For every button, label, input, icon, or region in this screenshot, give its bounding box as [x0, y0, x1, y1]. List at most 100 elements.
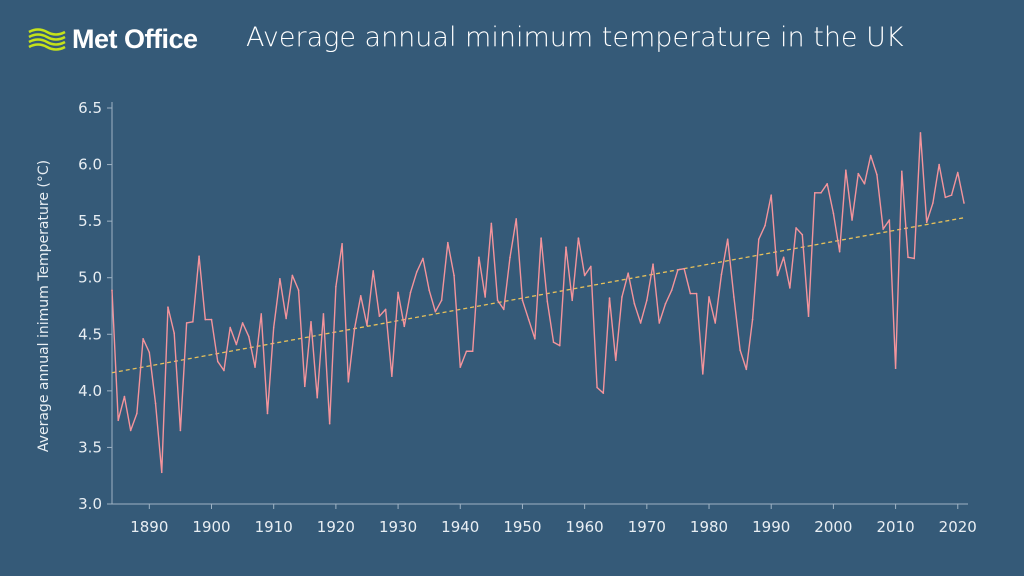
data-point-1896 — [185, 322, 188, 324]
data-point-1996 — [807, 315, 810, 317]
data-point-1920 — [335, 285, 337, 288]
data-point-1927 — [378, 315, 381, 317]
data-point-1992 — [782, 256, 785, 259]
data-point-1934 — [422, 257, 424, 260]
data-point-1886 — [123, 395, 126, 398]
data-point-1937 — [440, 299, 443, 302]
data-point-1988 — [757, 238, 760, 241]
data-point-1969 — [639, 322, 642, 324]
data-point-2005 — [863, 183, 866, 185]
data-point-1958 — [571, 299, 574, 302]
data-point-2021 — [963, 202, 965, 204]
data-point-1956 — [558, 344, 561, 347]
data-point-1994 — [795, 227, 797, 229]
y-tick-label: 5.5 — [78, 212, 102, 230]
data-point-1995 — [801, 233, 804, 236]
data-point-1986 — [745, 368, 748, 371]
series-line — [111, 132, 965, 474]
data-point-1944 — [484, 296, 486, 298]
data-point-1975 — [677, 268, 679, 271]
data-point-1947 — [502, 308, 505, 311]
y-tick-label: 6.0 — [78, 156, 102, 174]
data-point-2010 — [894, 367, 897, 370]
data-point-1913 — [291, 274, 294, 277]
data-point-1893 — [167, 306, 169, 308]
data-point-1949 — [515, 218, 518, 220]
x-tick-label: 1980 — [690, 518, 728, 536]
waves-logo-icon — [28, 27, 66, 51]
data-point-1904 — [235, 343, 238, 346]
x-tick-label: 1920 — [317, 518, 355, 536]
x-tick-label: 1930 — [379, 518, 417, 536]
x-tick-label: 2010 — [876, 518, 914, 536]
data-point-1915 — [303, 385, 306, 388]
data-point-2004 — [857, 172, 860, 175]
data-point-2014 — [919, 132, 922, 134]
data-point-1983 — [726, 238, 729, 241]
data-point-1914 — [297, 289, 300, 291]
data-point-1977 — [689, 292, 692, 295]
data-point-1933 — [415, 271, 418, 273]
x-tick-label: 2020 — [939, 518, 977, 536]
data-point-1908 — [260, 313, 263, 315]
y-tick-label: 5.0 — [78, 269, 102, 287]
data-point-1928 — [384, 308, 387, 311]
data-point-2003 — [851, 219, 853, 221]
data-point-1921 — [341, 242, 343, 245]
data-point-1932 — [409, 291, 412, 294]
data-point-1912 — [285, 317, 287, 320]
data-point-1900 — [210, 318, 213, 321]
data-point-2017 — [938, 163, 940, 166]
data-point-2000 — [832, 212, 835, 215]
data-point-1906 — [248, 335, 250, 338]
data-point-1910 — [272, 326, 275, 329]
x-tick-label: 2000 — [814, 518, 852, 536]
data-point-1903 — [229, 326, 231, 329]
data-point-1950 — [521, 299, 524, 302]
data-point-1887 — [129, 429, 132, 432]
y-tick-label: 6.5 — [78, 99, 102, 117]
data-point-1943 — [478, 256, 480, 259]
data-point-1924 — [359, 295, 362, 297]
data-point-2001 — [838, 250, 841, 253]
data-point-1935 — [428, 289, 430, 291]
data-point-1984 — [733, 296, 735, 298]
data-point-1962 — [596, 386, 598, 389]
x-tick-label: 1990 — [752, 518, 790, 536]
data-point-1987 — [751, 318, 754, 321]
data-point-1979 — [702, 373, 704, 375]
data-point-1964 — [608, 297, 611, 299]
data-point-1891 — [154, 402, 157, 405]
data-point-1899 — [204, 318, 207, 321]
data-point-1929 — [391, 375, 393, 377]
data-point-2006 — [869, 154, 872, 157]
data-point-2019 — [950, 194, 953, 196]
data-point-1938 — [447, 241, 449, 244]
data-point-2013 — [913, 257, 916, 260]
data-point-1973 — [664, 302, 667, 305]
data-point-1997 — [813, 192, 816, 194]
data-point-2016 — [932, 202, 934, 204]
data-point-1918 — [322, 313, 325, 315]
data-point-2018 — [944, 196, 947, 199]
x-tick-label: 1950 — [503, 518, 541, 536]
data-point-1885 — [117, 419, 120, 422]
data-point-1985 — [739, 349, 741, 351]
data-point-1894 — [173, 332, 175, 334]
data-point-1926 — [372, 270, 374, 272]
y-tick-label: 3.5 — [78, 438, 102, 456]
data-point-1911 — [279, 278, 281, 280]
data-point-1952 — [534, 338, 536, 340]
data-point-1990 — [770, 194, 773, 196]
data-point-1884 — [111, 289, 113, 291]
data-point-1898 — [198, 255, 200, 258]
data-point-1976 — [683, 267, 685, 270]
data-point-1991 — [776, 274, 779, 277]
data-point-1978 — [695, 292, 698, 295]
data-point-1951 — [527, 318, 530, 321]
data-point-1953 — [540, 237, 542, 239]
data-point-1889 — [142, 338, 144, 340]
data-point-1967 — [627, 272, 629, 274]
data-point-1961 — [590, 265, 592, 268]
data-point-2011 — [901, 170, 903, 173]
